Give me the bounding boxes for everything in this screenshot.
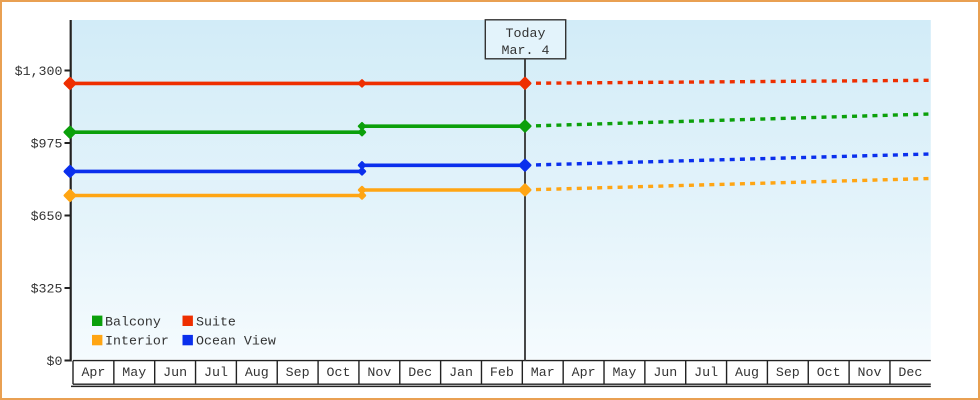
svg-text:Oct: Oct — [327, 365, 351, 380]
svg-text:$650: $650 — [31, 209, 63, 224]
svg-text:Apr: Apr — [81, 365, 105, 380]
svg-text:Balcony: Balcony — [105, 314, 161, 329]
svg-text:Aug: Aug — [735, 365, 759, 380]
svg-text:Jul: Jul — [694, 365, 718, 380]
svg-text:$975: $975 — [31, 137, 63, 152]
svg-text:$1,300: $1,300 — [15, 64, 63, 79]
svg-text:Dec: Dec — [408, 365, 432, 380]
svg-text:Jan: Jan — [449, 365, 473, 380]
svg-text:Feb: Feb — [490, 365, 514, 380]
svg-text:Jun: Jun — [653, 365, 677, 380]
svg-text:Sep: Sep — [776, 365, 800, 380]
svg-text:Ocean View: Ocean View — [196, 334, 276, 349]
svg-text:Jul: Jul — [204, 365, 228, 380]
svg-text:Sep: Sep — [286, 365, 310, 380]
svg-text:Suite: Suite — [196, 314, 236, 329]
svg-text:May: May — [122, 365, 146, 380]
svg-text:Nov: Nov — [367, 365, 391, 380]
svg-text:Jun: Jun — [163, 365, 187, 380]
svg-text:Oct: Oct — [817, 365, 841, 380]
svg-text:Mar. 4: Mar. 4 — [502, 43, 550, 58]
svg-text:Interior: Interior — [105, 334, 169, 349]
svg-text:Mar: Mar — [531, 365, 555, 380]
svg-text:May: May — [612, 365, 636, 380]
svg-text:$325: $325 — [31, 282, 63, 297]
svg-text:$0: $0 — [47, 354, 63, 369]
svg-text:Dec: Dec — [898, 365, 922, 380]
svg-text:Aug: Aug — [245, 365, 269, 380]
svg-text:Apr: Apr — [572, 365, 596, 380]
svg-text:Nov: Nov — [858, 365, 882, 380]
svg-text:Today: Today — [506, 26, 546, 41]
